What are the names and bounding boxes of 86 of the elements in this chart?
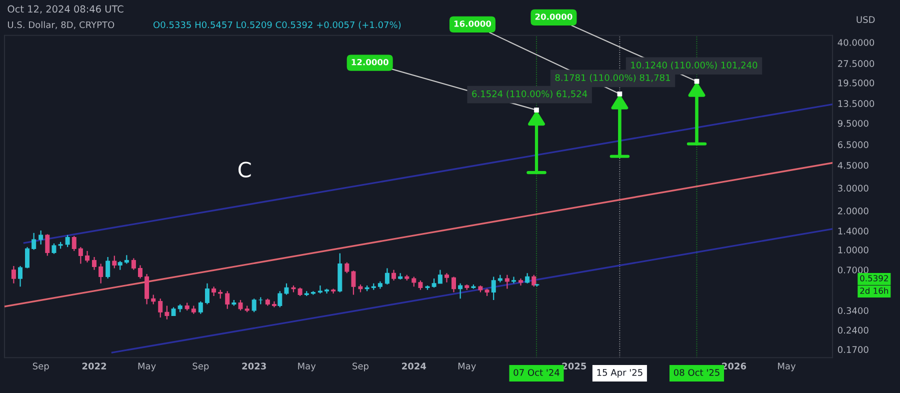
candlestick: [78, 246, 83, 264]
annotation: 8.1781 (110.00%) 81,781: [555, 74, 670, 82]
candlestick: [32, 232, 36, 250]
annotation: 6.1524 (110.00%) 61,524: [472, 90, 588, 98]
candlestick: [138, 264, 142, 280]
candlestick: [252, 298, 256, 313]
candlestick: [444, 272, 449, 283]
candlestick: [238, 299, 243, 312]
y-axis-title: USD: [856, 16, 875, 24]
x-tick-label: Sep: [192, 362, 209, 372]
candlestick: [272, 300, 276, 308]
annotation: 10.1240 (110.00%) 101,240: [631, 62, 758, 70]
y-tick-label: 6.5000: [838, 141, 868, 148]
y-tick-label: 4.5000: [838, 162, 868, 169]
candlestick: [198, 300, 203, 314]
ref-line-label: 07 Oct '24: [514, 369, 560, 376]
text: 2d 16h: [860, 287, 888, 294]
candlestick: [38, 230, 44, 246]
chart-title: U.S. Dollar, 8D, CRYPTO: [8, 21, 114, 30]
candlestick: [18, 265, 23, 288]
chart-subtitle: O0.5335 H0.5457 L0.5209 C0.5392 +0.0057 (+1.07%): [154, 21, 401, 30]
candlestick: [212, 286, 216, 297]
x-tick-label: May: [138, 362, 156, 372]
candlestick: [318, 284, 322, 294]
candlestick: [511, 276, 516, 284]
candlestick: [112, 255, 117, 269]
candlestick: [458, 282, 463, 300]
candlestick: [85, 250, 90, 263]
y-tick-label: 3.0000: [838, 184, 868, 192]
candlestick: [92, 256, 97, 270]
x-tick-label: Sep: [352, 362, 368, 372]
ref-line-label: 15 Apr '25: [597, 369, 642, 378]
candlestick: [225, 290, 230, 310]
y-tick-label: 0.7000: [838, 266, 868, 274]
x-tick-label: Sep: [32, 362, 49, 372]
annotation: 16.0000: [454, 20, 492, 27]
candlestick: [131, 258, 136, 270]
y-tick-label: 40.0000: [838, 39, 874, 46]
y-tick-label: 1.4000: [838, 228, 868, 234]
y-tick-label: 0.1700: [838, 346, 868, 354]
candlestick: [45, 234, 50, 256]
candlestick: [98, 263, 104, 284]
candlestick: [351, 270, 356, 296]
candlestick: [525, 272, 530, 284]
candlestick: [278, 290, 282, 308]
y-tick-label: 1.0000: [838, 246, 868, 254]
candlestick: [11, 265, 16, 284]
x-tick-label: May: [298, 362, 316, 372]
candlestick: [106, 256, 110, 280]
annotation: 12.0000: [352, 58, 388, 66]
text: 0.5392: [860, 275, 888, 282]
candlestick: [151, 294, 156, 305]
y-tick-label: 0.2400: [838, 326, 868, 334]
x-tick-label: 2025: [562, 362, 586, 370]
y-tick-label: 0.3400: [838, 307, 868, 314]
y-tick-label: 9.5000: [838, 120, 868, 127]
candlestick: [412, 276, 416, 288]
candlestick: [65, 234, 70, 248]
candlestick: [52, 242, 56, 254]
candlestick: [392, 269, 396, 281]
candlestick: [384, 268, 390, 286]
text: Oct 12, 2024 08:46 UTC: [8, 5, 124, 14]
candlestick: [204, 282, 210, 305]
candlestick: [504, 274, 510, 290]
y-tick-label: 27.5000: [838, 60, 874, 67]
x-tick-label: May: [778, 362, 796, 372]
x-tick-label: May: [458, 362, 476, 372]
annotation: 20.0000: [535, 14, 572, 20]
candlestick: [418, 280, 423, 290]
x-tick-label: 2024: [402, 362, 426, 370]
ref-line-label: 08 Oct '25: [674, 369, 720, 376]
annotation: C: [238, 162, 251, 178]
candlestick: [25, 246, 30, 269]
candlestick: [144, 273, 150, 305]
y-tick-label: 13.5000: [838, 100, 874, 108]
x-tick-label: 2022: [82, 362, 106, 370]
candlestick: [491, 276, 496, 301]
y-tick-label: 19.5000: [838, 80, 874, 86]
x-tick-label: 2023: [242, 362, 266, 370]
candlestick: [72, 235, 76, 252]
candlestick: [344, 262, 350, 274]
candlestick: [158, 298, 163, 318]
y-tick-label: 2.0000: [838, 208, 868, 214]
candlestick: [164, 305, 170, 320]
candlestick: [452, 276, 456, 293]
candlestick: [284, 282, 289, 296]
